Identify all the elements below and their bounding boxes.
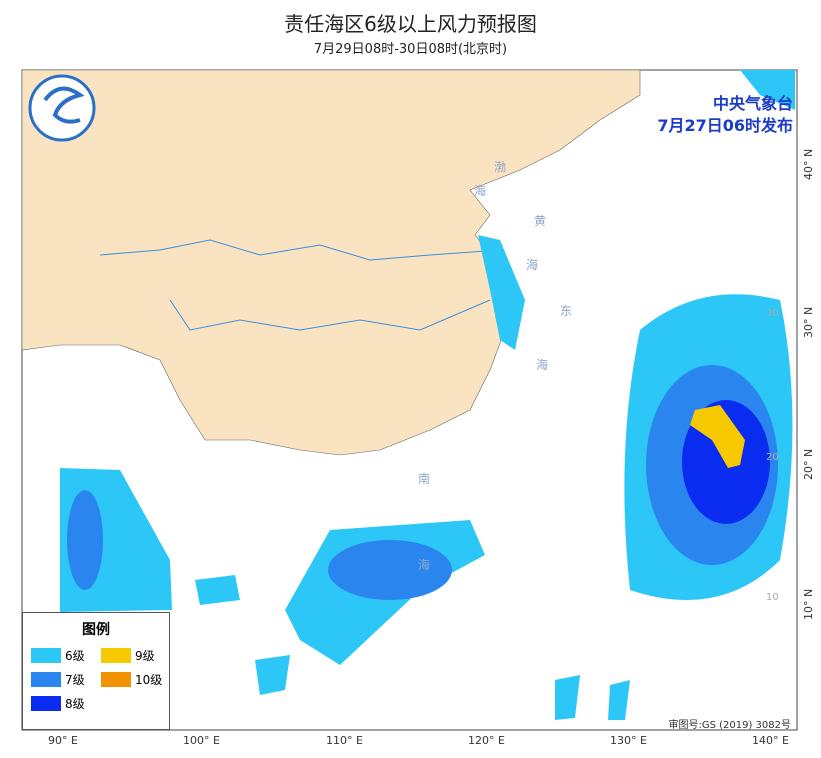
legend-swatch xyxy=(31,672,61,687)
legend: 图例 6级 9级 7级 10级 8级 xyxy=(22,612,170,730)
sea-label: 海 xyxy=(526,258,539,272)
legend-label: 8级 xyxy=(65,697,85,711)
wind-area xyxy=(478,235,525,350)
sea-label: 海 xyxy=(474,184,487,198)
sea-label: 东 xyxy=(560,304,573,318)
lat-label: 20° N xyxy=(802,448,815,480)
grid-label: 10 xyxy=(766,592,779,603)
wind-area xyxy=(67,490,103,590)
grid-label: 20 xyxy=(766,452,779,463)
wind-area xyxy=(608,680,630,720)
wind-area xyxy=(328,540,452,600)
lon-label: 110° E xyxy=(326,734,363,747)
legend-swatch xyxy=(101,648,131,663)
review-number: 审图号:GS (2019) 3082号 xyxy=(668,720,791,731)
title: 责任海区6级以上风力预报图 xyxy=(284,12,537,36)
wind-area xyxy=(255,655,290,695)
lon-label: 120° E xyxy=(468,734,505,747)
sea-label: 海 xyxy=(536,358,549,372)
sea-label: 黄 xyxy=(534,214,547,228)
lat-label: 40° N xyxy=(802,148,815,180)
wind-area xyxy=(555,675,580,720)
issue-time: 7月27日06时发布 xyxy=(657,116,793,135)
legend-item: 6级 xyxy=(31,647,85,664)
legend-title: 图例 xyxy=(82,622,110,638)
legend-swatch xyxy=(31,648,61,663)
legend-label: 9级 xyxy=(135,649,155,663)
legend-label: 6级 xyxy=(65,649,85,663)
wind-area xyxy=(690,405,745,468)
lon-label: 90° E xyxy=(48,734,78,747)
grid-label: 30 xyxy=(766,308,779,319)
legend-swatch xyxy=(31,696,61,711)
sea-label: 海 xyxy=(418,558,431,572)
land-china xyxy=(21,69,641,456)
legend-label: 10级 xyxy=(135,673,163,687)
logo xyxy=(43,86,85,124)
legend-item: 10级 xyxy=(101,671,162,688)
wind-area xyxy=(740,70,795,110)
lon-label: 100° E xyxy=(183,734,220,747)
legend-item: 8级 xyxy=(31,695,85,712)
legend-item: 9级 xyxy=(101,647,155,664)
subtitle: 7月29日08时-30日08时(北京时) xyxy=(313,42,508,57)
rivers xyxy=(99,239,501,261)
logo xyxy=(28,74,96,142)
lat-label: 10° N xyxy=(802,588,815,620)
lon-label: 130° E xyxy=(610,734,647,747)
lat-label: 30° N xyxy=(802,306,815,338)
issuer: 中央气象台 xyxy=(712,94,793,113)
rivers xyxy=(169,299,491,331)
sea-label: 南 xyxy=(418,472,431,486)
legend-item: 7级 xyxy=(31,671,85,688)
wind-area xyxy=(195,575,240,605)
legend-label: 7级 xyxy=(65,673,85,687)
lon-label: 140° E xyxy=(752,734,789,747)
sea-label: 渤 xyxy=(494,160,507,174)
legend-swatch xyxy=(101,672,131,687)
